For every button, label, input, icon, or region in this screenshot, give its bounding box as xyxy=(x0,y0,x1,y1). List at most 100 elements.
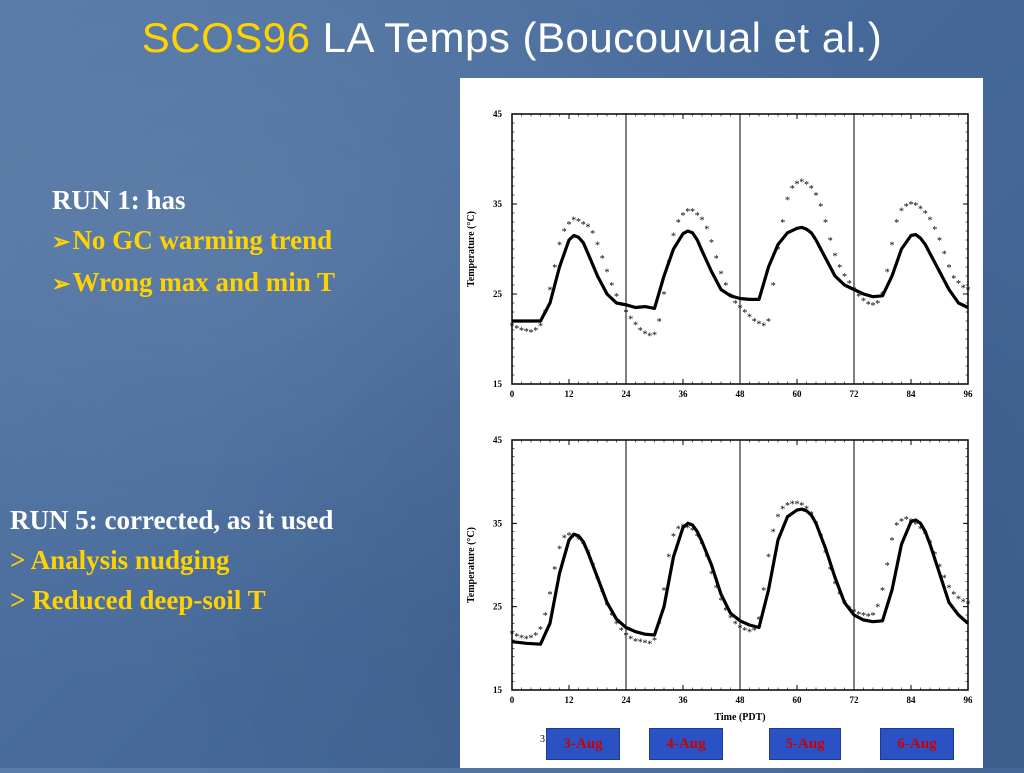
observed-point: * xyxy=(681,211,686,222)
observed-point: * xyxy=(671,532,676,543)
observed-point: * xyxy=(790,499,795,510)
y-tick-label: 35 xyxy=(493,518,503,528)
y-tick-label: 45 xyxy=(493,109,503,119)
observed-point: * xyxy=(885,268,890,279)
observed-point: * xyxy=(676,218,681,229)
title-rest: LA Temps (Boucouvual et al.) xyxy=(310,14,883,61)
observed-point: * xyxy=(909,200,914,211)
observed-point: * xyxy=(875,603,880,614)
observed-point: * xyxy=(904,202,909,213)
observed-point: * xyxy=(880,290,885,301)
observed-point: * xyxy=(709,238,714,249)
observed-point: * xyxy=(609,611,614,622)
observed-point: * xyxy=(937,563,942,574)
observed-point: * xyxy=(771,281,776,292)
observed-point: * xyxy=(576,217,581,228)
run5-bullet-1: > Analysis nudging xyxy=(10,545,230,575)
observed-point: * xyxy=(799,501,804,512)
chart-canvas: 0 12 24 36 48 60 72 84 96 15 25 35 45 Temperature (°C… xyxy=(466,109,973,723)
observed-point: * xyxy=(918,205,923,216)
observed-point: * xyxy=(543,611,548,622)
run5-block: RUN 5: corrected, as it used > Analysis … xyxy=(10,500,333,620)
observed-point: * xyxy=(747,628,752,639)
y-axis-label: Temperature (°C) xyxy=(466,211,477,287)
observed-point: * xyxy=(662,290,667,301)
observed-point: * xyxy=(614,292,619,303)
observed-point: * xyxy=(595,575,600,586)
observed-point: * xyxy=(776,245,781,256)
observed-point: * xyxy=(714,254,719,265)
observed-point: * xyxy=(624,308,629,319)
observed-point: * xyxy=(842,599,847,610)
observed-point: * xyxy=(742,626,747,637)
observed-point: * xyxy=(738,304,743,315)
observed-point: * xyxy=(666,553,671,564)
observed-point: * xyxy=(524,327,529,338)
observed-point: * xyxy=(890,241,895,252)
observed-point: * xyxy=(619,301,624,312)
observed-point: * xyxy=(681,523,686,534)
observed-point: * xyxy=(885,561,890,572)
observed-point: * xyxy=(657,619,662,630)
y-tick-label: 45 xyxy=(493,435,503,445)
observed-point: * xyxy=(647,331,652,342)
observed-point: * xyxy=(871,301,876,312)
observed-point: * xyxy=(856,610,861,621)
observed-point: * xyxy=(818,532,823,543)
date-label: 6-Aug xyxy=(880,728,954,760)
x-tick-label: 60 xyxy=(793,695,803,705)
observed-point: * xyxy=(562,534,567,545)
observed-point: * xyxy=(761,322,766,333)
observed-point: * xyxy=(818,202,823,213)
observed-point: * xyxy=(643,639,648,650)
observed-point: * xyxy=(837,590,842,601)
observed-point: * xyxy=(771,528,776,539)
observed-point: * xyxy=(833,251,838,262)
page-number: 3 xyxy=(540,734,545,745)
observed-point: * xyxy=(652,331,657,342)
observed-point: * xyxy=(828,565,833,576)
x-tick-label: 24 xyxy=(622,389,632,399)
observed-point: * xyxy=(799,178,804,189)
observed-point: * xyxy=(842,272,847,283)
x-tick-label: 84 xyxy=(907,695,917,705)
x-tick-label: 36 xyxy=(679,389,689,399)
observed-point: * xyxy=(733,619,738,630)
observed-point: * xyxy=(780,218,785,229)
observed-point: * xyxy=(600,588,605,599)
observed-point: * xyxy=(766,317,771,328)
x-tick-label: 48 xyxy=(736,389,746,399)
observed-point: * xyxy=(856,292,861,303)
observed-point: * xyxy=(757,615,762,626)
observed-point: * xyxy=(586,549,591,560)
y-axis-label: Temperature (°C) xyxy=(466,527,477,603)
chart-panel: 0 12 24 36 48 60 72 84 96 15 25 35 45 Temperature (°C… xyxy=(460,78,983,768)
observed-point: * xyxy=(937,236,942,247)
observed-point: * xyxy=(666,259,671,270)
observed-point: * xyxy=(538,625,543,636)
observed-point: * xyxy=(590,561,595,572)
observed-point: * xyxy=(671,232,676,243)
observed-point: * xyxy=(633,321,638,332)
y-tick-label: 25 xyxy=(493,289,503,299)
observed-point: * xyxy=(514,324,519,335)
observed-point: * xyxy=(605,268,610,279)
observed-point: * xyxy=(942,250,947,261)
y-tick-label: 35 xyxy=(493,199,503,209)
observed-point: * xyxy=(514,632,519,643)
observed-point: * xyxy=(628,634,633,645)
observed-point: * xyxy=(852,286,857,297)
observed-point: * xyxy=(519,634,524,645)
arrow-bullet-icon: ➢ xyxy=(52,229,71,254)
observed-point: * xyxy=(866,612,871,623)
observed-point: * xyxy=(581,540,586,551)
observed-point: * xyxy=(828,236,833,247)
observed-point: * xyxy=(628,314,633,325)
title-accent: SCOS96 xyxy=(141,14,311,61)
observed-point: * xyxy=(923,530,928,541)
observed-point: * xyxy=(619,626,624,637)
observed-point: * xyxy=(785,196,790,207)
observed-point: * xyxy=(548,590,553,601)
observed-point: * xyxy=(567,220,572,231)
observed-point: * xyxy=(804,180,809,191)
